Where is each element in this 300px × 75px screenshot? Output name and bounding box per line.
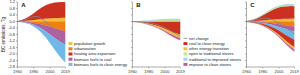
y-tick [16,60,18,61]
legend-swatch [183,63,187,66]
x-tick-label: 2000 [275,69,285,74]
chart-root: -2.8-2.4-2.0-1.6-1.2-0.8-0.40.00.40.81.2… [0,0,300,75]
y-tick-label: 0.4 [10,12,16,17]
y-axis-label: BC emissions, Tg [1,16,6,52]
y-tick [16,28,18,29]
y-axis-line [17,2,18,67]
x-tick-label: 2000 [46,69,56,74]
y-tick [245,28,247,29]
y-tick-label: 0.0 [10,19,16,24]
y-tick [16,15,18,16]
y-tick [16,67,18,68]
legend-swatch [68,42,72,45]
area [17,22,65,63]
y-tick [245,34,247,35]
x-tick-label: 1980 [144,69,154,74]
x-axis-line [246,67,294,68]
legend: population growthurbanizationheating are… [68,41,126,67]
y-tick [131,28,133,29]
panel-title: A [21,2,26,8]
area [132,19,180,22]
area [246,22,294,52]
y-tick [245,8,247,9]
y-tick [245,41,247,42]
legend-swatch [68,58,72,61]
y-tick [16,21,18,22]
y-tick [131,2,133,3]
panel: -2.8-2.4-2.0-1.6-1.2-0.8-0.40.00.40.81.2… [1,0,127,73]
x-tick-label: 2019 [61,69,71,74]
x-tick-label: 1980 [29,69,39,74]
plot-area [246,4,294,52]
panel: 1960 1980 2000 2019 Bnet changecoal to clean… [128,2,241,74]
y-tick [245,15,247,16]
y-tick [245,67,247,68]
plot-area [17,2,65,63]
legend-swatch [183,47,187,50]
y-tick [131,67,133,68]
x-tick-label: 1960 [128,69,138,74]
y-tick-label: -1.2 [8,38,16,43]
y-tick [131,54,133,55]
x-tick-label: 2000 [161,69,171,74]
y-tick [131,41,133,42]
panel: 1960 1980 2000 2019 C [242,2,300,74]
y-axis-line [132,2,133,67]
line [132,22,180,36]
y-tick [245,2,247,3]
legend-swatch [68,53,72,56]
y-tick [16,34,18,35]
legend-item: improve to clean stoves [183,62,231,67]
legend: net changecoal to clean energyother ener… [183,36,241,67]
y-tick [16,41,18,42]
legend-swatch [183,38,187,39]
y-tick [245,60,247,61]
y-tick [16,2,18,3]
y-tick-label: -2.4 [8,58,16,63]
legend-swatch [68,47,72,50]
y-tick [131,47,133,48]
y-tick [245,47,247,48]
x-axis-line [132,67,180,68]
y-tick [245,54,247,55]
y-tick-label: -1.6 [8,45,16,50]
legend-label: biomass fuels to clean energy [74,62,127,67]
y-tick [131,8,133,9]
line [17,16,65,43]
legend-item: biomass fuels to clean energy [68,62,126,67]
y-tick [131,60,133,61]
x-tick-label: 1960 [242,69,252,74]
x-tick-label: 2019 [176,69,186,74]
x-tick-label: 1980 [258,69,268,74]
y-tick-label: 1.2 [10,0,16,4]
y-tick-label: -2.0 [8,51,16,56]
y-tick-label: -0.8 [8,32,16,37]
y-tick [16,8,18,9]
y-tick [131,21,133,22]
y-tick [131,15,133,16]
area [132,22,180,41]
plot-area [132,19,180,40]
y-tick-label: 0.8 [10,6,16,11]
y-tick-label: -0.4 [8,25,16,30]
y-tick [16,47,18,48]
panel-title: B [136,2,141,8]
line [246,18,294,34]
area [132,20,180,22]
x-tick-label: 1960 [13,69,23,74]
panel-title: C [250,2,255,8]
x-axis-line [17,67,65,68]
legend-swatch [183,53,187,56]
y-tick [131,34,133,35]
legend-swatch [68,63,72,66]
legend-swatch [183,58,187,61]
x-tick-label: 2019 [290,69,300,74]
y-axis-line [246,2,247,67]
y-tick [245,21,247,22]
legend-label: improve to clean stoves [189,62,231,67]
legend-swatch [183,42,187,45]
y-tick [16,54,18,55]
